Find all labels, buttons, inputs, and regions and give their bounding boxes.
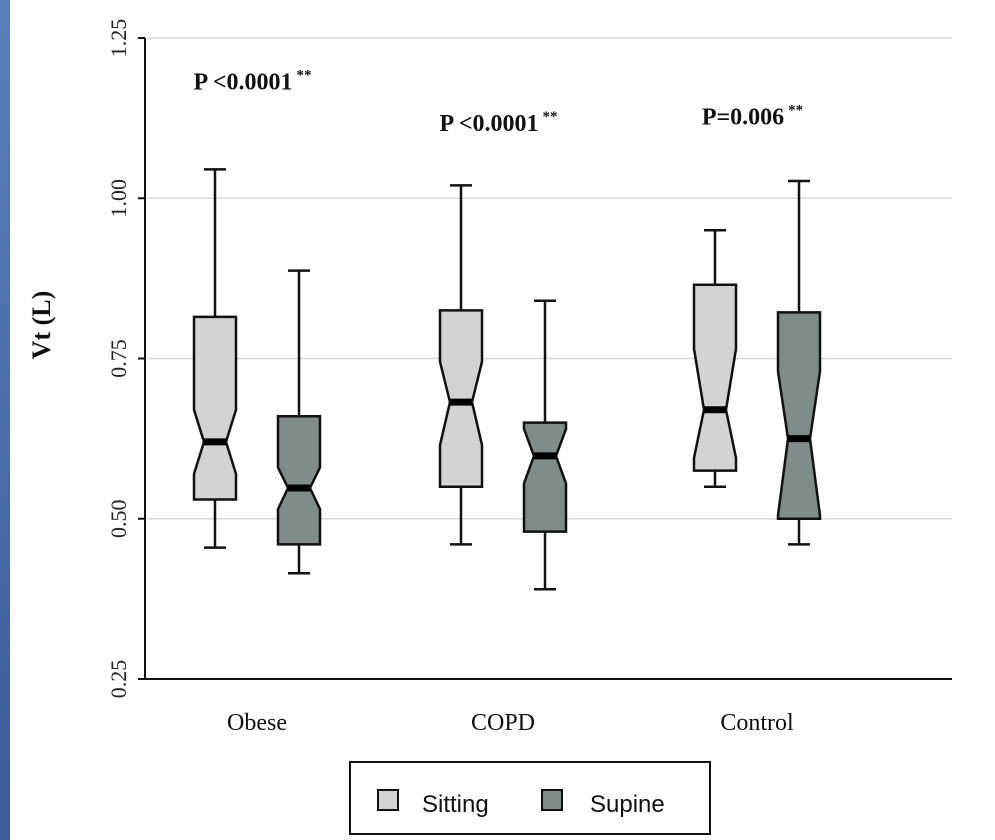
box-supine-control: [776, 179, 822, 546]
box-sitting-obese: [192, 168, 238, 549]
y-axis-title: Vt (L): [27, 291, 56, 360]
box-supine-obese: [276, 269, 322, 575]
y-tick-label: 0.25: [106, 660, 131, 699]
y-tick-label: 0.50: [106, 500, 131, 539]
legend-frame: [349, 761, 711, 835]
box-supine-copd: [522, 299, 568, 591]
y-tick-label: 0.75: [106, 339, 131, 378]
category-label-copd: COPD: [471, 710, 535, 736]
p-value-annotations: P <0.0001 **P <0.0001 ** P=0.006 **: [193, 67, 803, 137]
boxes: [192, 168, 822, 591]
y-tick-label: 1.00: [106, 179, 131, 218]
category-label-obese: Obese: [227, 710, 287, 736]
box-body: [192, 315, 238, 501]
box-body: [522, 421, 568, 533]
legend-swatch-sitting: [377, 789, 399, 811]
significance-stars-control: **: [788, 103, 803, 119]
significance-stars-copd: **: [543, 109, 558, 125]
legend-swatch-supine: [541, 789, 563, 811]
p-value-copd: P <0.0001: [439, 111, 538, 137]
y-tick-labels: 0.25 0.50 0.75 1.00 1.25: [106, 19, 131, 699]
box-sitting-control: [692, 229, 738, 488]
category-labels: Obese COPD Control: [227, 710, 794, 736]
legend-label-sitting: Sitting: [422, 791, 489, 818]
box-body: [776, 311, 822, 520]
p-value-control: P=0.006: [702, 105, 784, 131]
box-body: [692, 283, 738, 472]
significance-stars-obese: **: [297, 67, 312, 83]
box-body: [276, 414, 322, 546]
legend: Sitting Supine: [349, 761, 711, 835]
p-value-obese: P <0.0001: [193, 69, 292, 95]
category-label-control: Control: [720, 710, 794, 736]
box-body: [438, 309, 484, 488]
box-sitting-copd: [438, 184, 484, 546]
plot-background: [10, 0, 995, 840]
axes: [144, 38, 952, 680]
y-tick-label: 1.25: [106, 19, 131, 58]
legend-label-supine: Supine: [590, 791, 665, 818]
